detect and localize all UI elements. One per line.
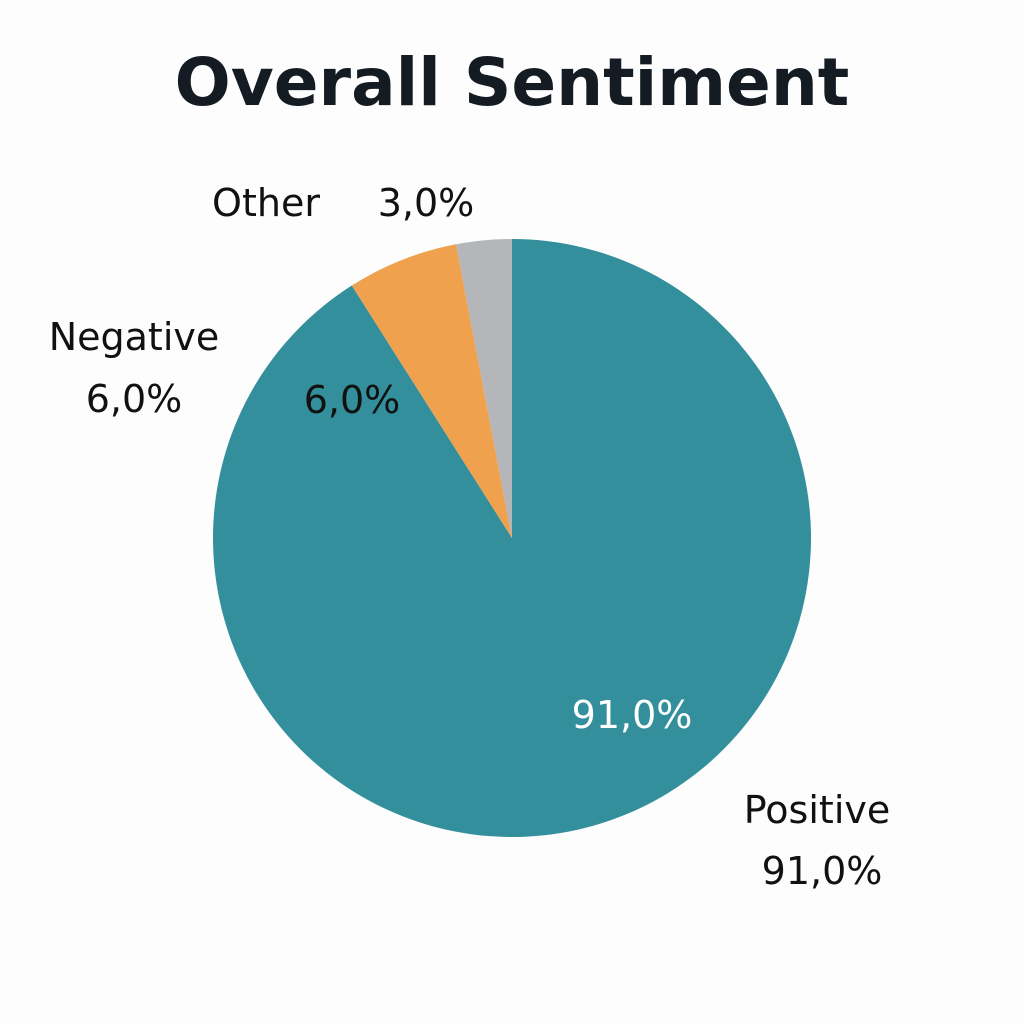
pie-slice-negative (351, 244, 512, 538)
negative-value-label: 6,0% (86, 377, 183, 421)
positive-inside-label: 91,0% (572, 693, 693, 737)
negative-inside-label: 6,0% (304, 378, 401, 422)
positive-value-label: 91,0% (762, 849, 883, 893)
pie-slice-other (455, 239, 512, 538)
other-label: Other (212, 181, 320, 225)
pie-slices (212, 239, 812, 837)
positive-label: Positive (744, 788, 891, 832)
chart-title: Overall Sentiment (174, 44, 850, 121)
negative-label: Negative (49, 315, 220, 359)
other-value-label: 3,0% (378, 181, 475, 225)
